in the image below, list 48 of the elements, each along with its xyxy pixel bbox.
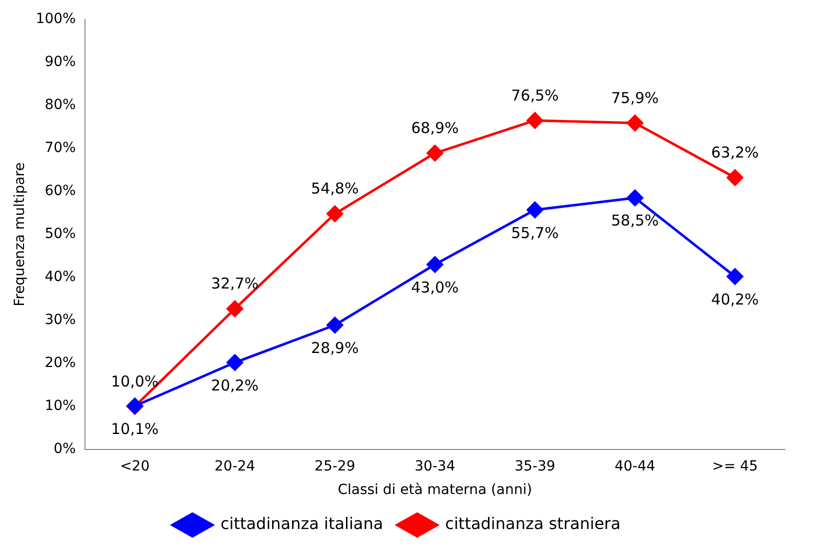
point [626,190,644,206]
y-tick-label: 50% [44,226,76,242]
data-label: 55,7% [511,224,559,242]
x-tick-label: 30-34 [414,458,456,474]
data-label: 68,9% [411,119,459,138]
x-axis-title: Classi di età materna (anni) [338,482,532,498]
point [526,202,544,218]
data-label: 28,9% [311,339,359,358]
point [726,268,744,285]
legend-label: cittadinanza straniera [445,514,621,534]
point [326,316,344,334]
legend-label: cittadinanza italiana [220,514,384,534]
data-label: 63,2% [711,144,759,162]
data-label: 20,2% [211,376,259,394]
y-tick-label: 60% [44,183,76,200]
x-tick-label: <20 [120,458,150,474]
x-tick-label: 40-44 [614,458,656,474]
x-tick-label: 25-29 [314,458,356,474]
y-tick-label: 100% [36,11,76,28]
x-tick-label: 35-39 [514,458,556,474]
x-tick-label: >= 45 [712,458,758,474]
point [226,300,244,318]
y-tick-label: 20% [44,355,76,372]
y-tick-label: 10% [44,398,76,414]
point [626,114,644,132]
data-label: 40,2% [711,290,759,308]
point [526,112,544,129]
y-tick-label: 70% [44,140,76,156]
y-tick-label: 0% [54,441,76,458]
y-axis-title: Frequenza multipare [12,162,28,306]
y-tick-label: 30% [44,312,76,328]
point [426,256,444,273]
data-label: 10,0% [111,372,159,390]
data-label: 54,8% [311,180,359,198]
data-label: 10,1% [111,420,159,438]
point [326,206,344,222]
data-label: 58,5% [611,212,659,230]
data-label: 32,7% [211,274,259,293]
data-label: 75,9% [611,88,659,107]
y-tick-label: 80% [44,97,76,114]
data-label: 43,0% [411,278,459,296]
x-tick-label: 20-24 [214,458,256,474]
point [426,144,444,162]
y-tick-label: 40% [44,269,76,286]
y-tick-label: 90% [44,54,76,70]
point [226,354,244,371]
data-label: 76,5% [511,86,559,104]
point [726,169,744,186]
